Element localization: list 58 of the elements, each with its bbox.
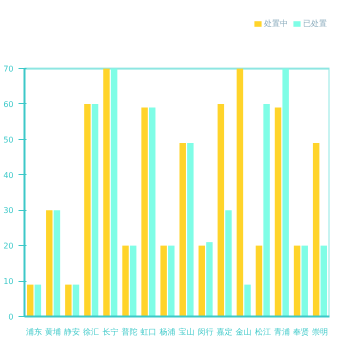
bar — [206, 242, 213, 316]
y-tick-label: 40 — [3, 170, 14, 180]
bar — [110, 68, 118, 316]
bar — [65, 284, 72, 316]
bar — [72, 284, 80, 316]
legend-label: 已处置 — [303, 18, 327, 29]
x-tick-label: 虹口 — [140, 328, 156, 336]
x-tick-label: 浦东 — [26, 328, 42, 336]
x-tick-label: 闵行 — [198, 328, 214, 336]
y-tick-label: 60 — [3, 100, 14, 109]
bar — [244, 284, 251, 316]
bar — [46, 210, 53, 316]
x-tick-label: 普陀 — [121, 328, 138, 336]
bar — [148, 108, 156, 316]
bar — [218, 104, 224, 316]
x-tick-label: 长宁 — [102, 328, 118, 336]
bar — [225, 210, 232, 316]
x-tick-label: 嘉定 — [216, 328, 233, 336]
x-tick-label: 松江 — [254, 328, 271, 336]
bar — [130, 246, 136, 316]
bar — [34, 284, 42, 316]
x-tick-label: 金山 — [236, 328, 252, 336]
x-tick-label: 杨浦 — [158, 328, 176, 336]
legend-label: 处置中 — [264, 18, 288, 29]
bar — [54, 210, 60, 316]
bar — [236, 68, 244, 316]
bar — [198, 246, 206, 316]
bar — [274, 108, 282, 316]
bar — [179, 142, 186, 316]
x-tick-label: 徐汇 — [83, 328, 100, 336]
bar — [301, 246, 308, 316]
y-tick-label: 0 — [8, 312, 14, 322]
x-tick-label: 青浦 — [274, 328, 290, 336]
y-tick-label: 20 — [3, 242, 14, 251]
x-tick-label: 宝山 — [178, 328, 195, 336]
bar — [122, 246, 129, 316]
y-tick-label: 50 — [3, 135, 14, 144]
bar — [187, 142, 194, 316]
bar — [103, 68, 110, 316]
x-tick-label: 奉贤 — [292, 328, 309, 336]
bar — [26, 284, 34, 316]
bar — [160, 246, 167, 316]
y-tick-label: 30 — [3, 206, 14, 216]
bar — [263, 104, 270, 316]
x-tick-label: 静安 — [64, 328, 80, 336]
bar — [84, 104, 91, 316]
bar — [256, 246, 262, 316]
x-tick-label: 黄埔 — [45, 328, 62, 336]
y-tick-label: 70 — [3, 64, 14, 74]
bar — [294, 246, 300, 316]
bar — [282, 68, 289, 316]
bar — [92, 104, 98, 316]
bar — [320, 246, 328, 316]
bar — [141, 108, 148, 316]
bar — [312, 142, 320, 316]
bar — [168, 246, 175, 316]
y-tick-label: 10 — [3, 277, 14, 286]
x-tick-label: 崇明 — [312, 328, 328, 336]
